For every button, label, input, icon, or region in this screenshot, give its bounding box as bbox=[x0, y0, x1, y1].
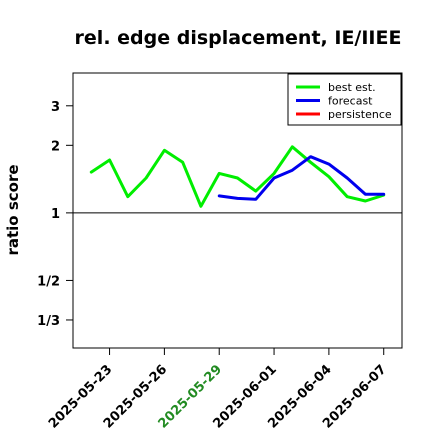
y-tick-label: 1 bbox=[51, 207, 60, 222]
series-line-forecast bbox=[217, 155, 386, 201]
y-tick-label: 1/2 bbox=[37, 274, 60, 289]
legend-label: persistence bbox=[328, 108, 392, 121]
series-layer bbox=[89, 145, 386, 208]
plot-frame bbox=[72, 72, 403, 349]
legend-label: best est. bbox=[328, 81, 376, 94]
series-line-best-est bbox=[89, 145, 386, 208]
y-axis-label: ratio score bbox=[4, 164, 22, 255]
y-axis: 1/3 1/2 1 2 3 bbox=[37, 100, 73, 329]
y-tick-label: 3 bbox=[51, 100, 60, 115]
legend-label: forecast bbox=[328, 95, 373, 108]
x-axis: 2025-05-232025-05-262025-05-292025-06-01… bbox=[46, 348, 390, 432]
y-tick-label: 2 bbox=[51, 139, 60, 154]
y-tick-label: 1/3 bbox=[37, 314, 60, 329]
chart-title: rel. edge displacement, IE/IIEE bbox=[75, 27, 402, 49]
